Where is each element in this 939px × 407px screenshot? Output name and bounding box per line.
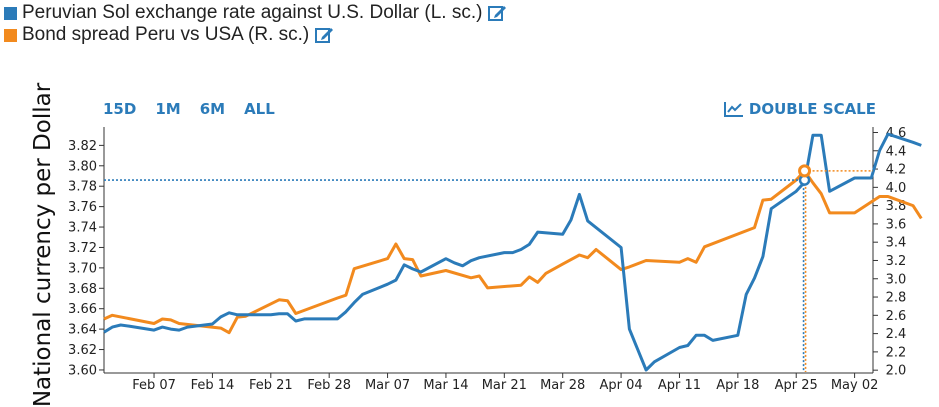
- y-right-tick-label: 3.0: [886, 272, 907, 287]
- y-left-tick-label: 3.70: [68, 261, 97, 276]
- y-left-tick-label: 3.80: [68, 159, 97, 174]
- y-left-tick-label: 3.60: [68, 363, 97, 378]
- y-right-tick-label: 4.4: [886, 144, 907, 159]
- range-button-15d[interactable]: 15D: [103, 100, 137, 118]
- y-axis-left: 3.60 3.62 3.64 3.66 3.68 3.70 3.72 3.74 3.76 3.78…: [68, 127, 105, 378]
- x-tick-label: Apr 11: [658, 378, 701, 393]
- y-right-tick-label: 2.4: [886, 327, 907, 342]
- y-left-tick-label: 3.74: [68, 221, 97, 236]
- y-left-tick-label: 3.72: [68, 241, 97, 256]
- y-left-tick-label: 3.76: [68, 200, 97, 215]
- x-tick-label: Apr 25: [775, 378, 818, 393]
- series-line-spread: [103, 169, 923, 335]
- double-scale-label: DOUBLE SCALE: [748, 100, 876, 118]
- legend-item-spread[interactable]: Bond spread Peru vs USA (R. sc.): [4, 24, 508, 46]
- y-right-tick-label: 2.6: [886, 309, 907, 324]
- y-left-tick-label: 3.64: [68, 323, 97, 338]
- range-selector: 15D 1M 6M ALL: [103, 100, 294, 118]
- x-tick-label: Feb 28: [307, 378, 351, 393]
- x-tick-label: Feb 14: [191, 378, 235, 393]
- y-right-tick-label: 2.2: [886, 345, 907, 360]
- x-tick-label: May 02: [831, 378, 879, 393]
- y-right-tick-label: 4.2: [886, 163, 907, 178]
- edit-icon[interactable]: [488, 4, 508, 22]
- legend-swatch-spread: [4, 28, 17, 42]
- x-tick-label: Mar 07: [365, 378, 410, 393]
- crosshair: [104, 164, 873, 372]
- x-axis: Feb 07 Feb 14 Feb 21 Feb 28 Mar 07 Mar 14 Mar …: [104, 372, 879, 393]
- y-left-tick-label: 3.66: [68, 302, 97, 317]
- range-button-1m[interactable]: 1M: [155, 100, 181, 118]
- range-button-6m[interactable]: 6M: [199, 100, 226, 118]
- legend-item-sol[interactable]: Peruvian Sol exchange rate against U.S. …: [4, 2, 508, 24]
- y-left-tick-label: 3.62: [68, 343, 97, 358]
- series-line-sol: [103, 132, 922, 372]
- legend-label-spread: Bond spread Peru vs USA (R. sc.): [22, 24, 310, 45]
- y-axis-label: National currency per Dollar: [30, 82, 56, 407]
- x-tick-label: Feb 21: [249, 378, 293, 393]
- y-right-tick-label: 3.6: [886, 217, 907, 232]
- y-left-tick-label: 3.68: [68, 282, 97, 297]
- edit-icon[interactable]: [315, 26, 335, 44]
- y-right-tick-label: 2.0: [886, 364, 907, 379]
- y-right-tick-label: 4.0: [886, 181, 907, 196]
- x-tick-label: Apr 18: [716, 378, 759, 393]
- legend-swatch-sol: [4, 6, 17, 20]
- x-tick-label: Mar 21: [482, 378, 527, 393]
- y-right-tick-label: 2.8: [886, 291, 907, 306]
- y-left-tick-label: 3.78: [68, 180, 97, 195]
- legend-label-sol: Peruvian Sol exchange rate against U.S. …: [22, 2, 483, 23]
- y-axis-right: 2.02.22.42.62.83.03.23.43.63.84.04.24.44…: [872, 126, 907, 379]
- line-chart-icon: [723, 102, 743, 117]
- crosshair-marker-spread: [798, 164, 812, 178]
- y-left-tick-label: 3.82: [68, 139, 97, 154]
- y-right-tick-label: 3.2: [886, 254, 907, 269]
- x-tick-label: Mar 14: [423, 378, 468, 393]
- x-tick-label: Feb 07: [132, 378, 176, 393]
- series-layer: [103, 132, 923, 372]
- range-button-all[interactable]: ALL: [244, 100, 275, 118]
- x-tick-label: Mar 28: [540, 378, 585, 393]
- y-right-tick-label: 3.4: [886, 236, 907, 251]
- double-scale-button[interactable]: DOUBLE SCALE: [723, 100, 876, 118]
- legend: Peruvian Sol exchange rate against U.S. …: [4, 2, 508, 46]
- x-tick-label: Apr 04: [599, 378, 642, 393]
